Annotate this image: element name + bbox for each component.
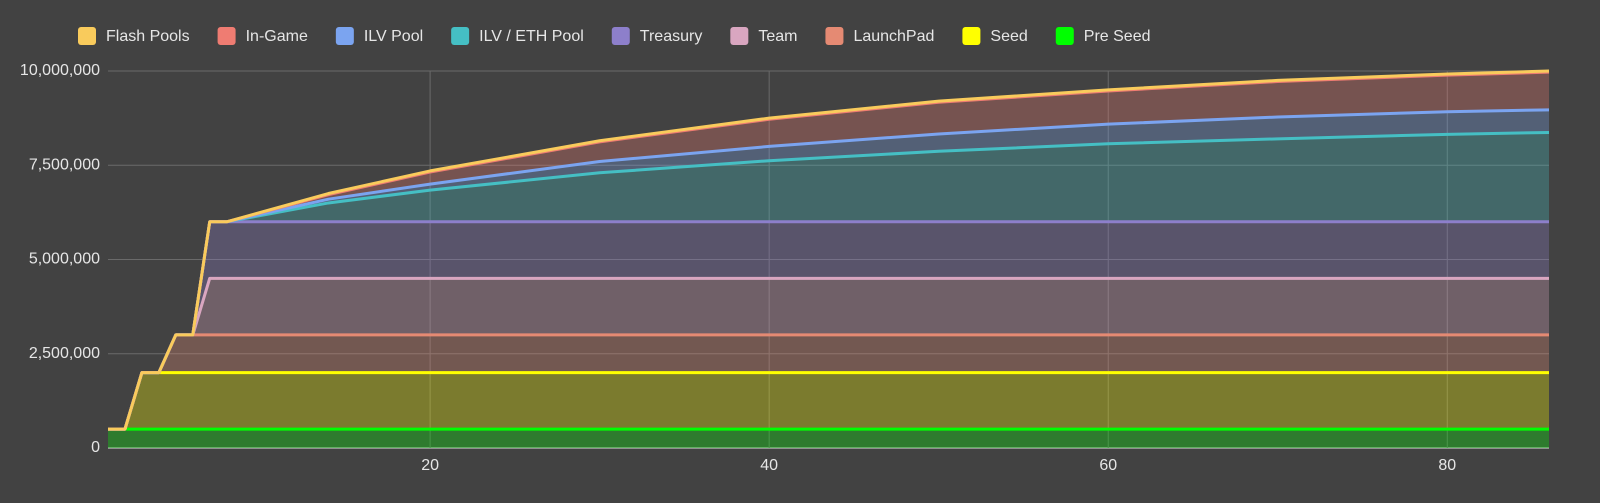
x-tick-label: 60	[1099, 457, 1117, 474]
legend-label: Pre Seed	[1084, 28, 1151, 45]
y-tick-label: 0	[91, 439, 100, 456]
legend-swatch	[730, 27, 749, 45]
legend-label: In-Game	[246, 28, 308, 45]
legend-label: Treasury	[640, 28, 703, 45]
legend-label: Flash Pools	[106, 28, 190, 45]
legend-label: LaunchPad	[853, 28, 934, 45]
legend-swatch	[825, 27, 844, 45]
legend-swatch	[611, 27, 630, 45]
legend-label: ILV / ETH Pool	[479, 28, 584, 45]
legend-label: Seed	[990, 28, 1027, 45]
area	[108, 278, 1549, 430]
x-tick-label: 40	[760, 457, 778, 474]
legend-swatch	[451, 27, 470, 45]
legend-swatch	[1055, 27, 1074, 45]
legend-swatch	[962, 27, 981, 45]
area	[108, 221, 1549, 430]
legend-label: ILV Pool	[364, 28, 423, 45]
x-tick-label: 20	[421, 457, 439, 474]
area	[108, 334, 1549, 430]
legend-swatch	[78, 27, 96, 45]
area	[108, 132, 1549, 430]
area	[108, 72, 1549, 430]
y-tick-label: 7,500,000	[29, 156, 100, 173]
y-tick-label: 2,500,000	[29, 345, 100, 362]
x-tick-label: 80	[1438, 457, 1456, 474]
legend-swatch	[217, 27, 236, 45]
legend-swatch	[335, 27, 354, 45]
area	[108, 372, 1549, 430]
legend-label: Team	[758, 28, 797, 45]
area	[108, 429, 1549, 448]
y-tick-label: 10,000,000	[20, 62, 100, 79]
y-tick-label: 5,000,000	[29, 251, 100, 268]
line	[108, 69, 1550, 431]
